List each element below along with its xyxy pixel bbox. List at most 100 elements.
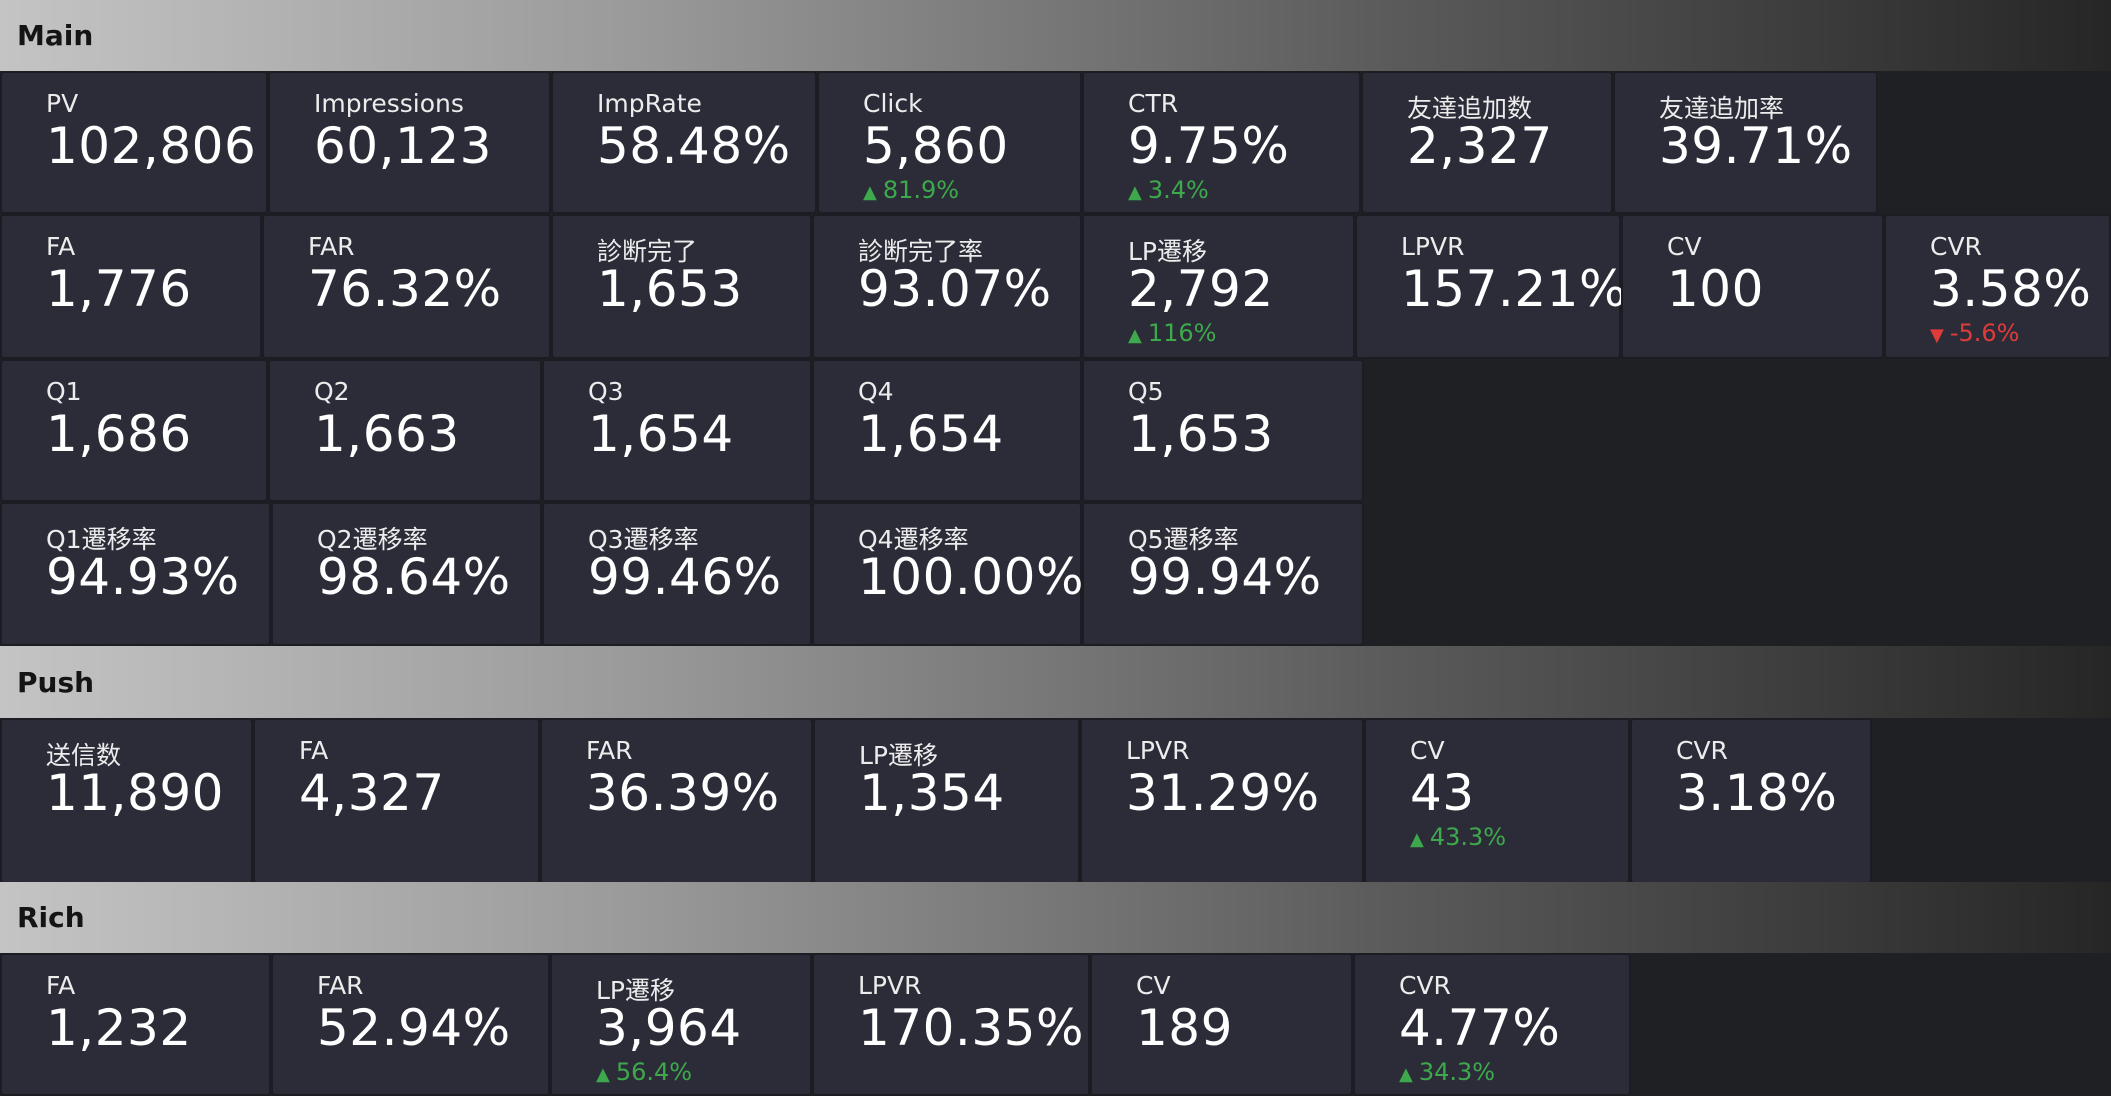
- metric-tile: 診断完了 1,653: [551, 214, 812, 359]
- metric-tile: CTR 9.75% ▲ 3.4%: [1082, 71, 1361, 214]
- metric-label: FAR: [317, 971, 364, 1000]
- metric-value: 1,232: [46, 999, 192, 1057]
- metric-tile: 友達追加数 2,327: [1361, 71, 1613, 214]
- metric-value: 189: [1136, 999, 1233, 1057]
- metric-label: Q3: [588, 377, 624, 406]
- metric-tile: FAR 36.39%: [540, 718, 813, 884]
- metric-tile: LPVR 170.35%: [812, 953, 1090, 1096]
- metric-label: Q1: [46, 377, 82, 406]
- metric-value: 39.71%: [1659, 117, 1853, 175]
- metric-value: 1,653: [1128, 405, 1274, 463]
- metric-value: 1,354: [859, 764, 1005, 822]
- metric-delta-value: 116%: [1147, 319, 1217, 347]
- metric-tile: FAR 52.94%: [271, 953, 550, 1096]
- metric-value: 99.46%: [588, 548, 782, 606]
- metric-value: 76.32%: [308, 260, 502, 318]
- arrow-up-icon: ▲: [1128, 182, 1142, 203]
- metric-value: 170.35%: [858, 999, 1084, 1057]
- metric-value: 4,327: [299, 764, 445, 822]
- metric-tile: Q1遷移率 94.93%: [0, 502, 271, 646]
- metric-tile: FAR 76.32%: [262, 214, 551, 359]
- metric-label: Impressions: [314, 89, 464, 118]
- metric-tile: Q4遷移率 100.00%: [812, 502, 1084, 646]
- metric-tile: 友達追加率 39.71%: [1613, 71, 1878, 214]
- metric-label: CVR: [1399, 971, 1451, 1000]
- metric-delta: ▲ 43.3%: [1410, 823, 1506, 851]
- metric-value: 157.21%: [1401, 260, 1627, 318]
- metric-tile: CV 43 ▲ 43.3%: [1364, 718, 1630, 884]
- metric-value: 58.48%: [597, 117, 791, 175]
- metric-tile: Q5遷移率 99.94%: [1082, 502, 1364, 646]
- metric-tile: CV 189: [1090, 953, 1353, 1096]
- metric-delta-value: -5.6%: [1949, 319, 2020, 347]
- arrow-up-icon: ▲: [1399, 1064, 1413, 1085]
- metric-tile: FA 1,232: [0, 953, 271, 1096]
- metric-label: LPVR: [1401, 232, 1465, 261]
- metric-label: Click: [863, 89, 923, 118]
- metric-tile: LPVR 31.29%: [1080, 718, 1364, 884]
- metric-delta-value: 56.4%: [615, 1058, 693, 1086]
- metric-value: 93.07%: [858, 260, 1052, 318]
- metric-value: 1,654: [858, 405, 1004, 463]
- metric-tile: Click 5,860 ▲ 81.9%: [817, 71, 1082, 214]
- metric-label: Q2: [314, 377, 350, 406]
- metric-value: 98.64%: [317, 548, 511, 606]
- metric-delta: ▲ 34.3%: [1399, 1058, 1495, 1086]
- metric-tile: CVR 3.58% ▼ -5.6%: [1884, 214, 2111, 359]
- metric-tile: ImpRate 58.48%: [551, 71, 817, 214]
- metric-value: 3,964: [596, 999, 742, 1057]
- arrow-up-icon: ▲: [596, 1064, 610, 1085]
- metric-label: Q3遷移率: [588, 525, 699, 554]
- metric-delta: ▼ -5.6%: [1930, 319, 2019, 347]
- metric-label: CV: [1136, 971, 1171, 1000]
- metric-label: FA: [46, 971, 76, 1000]
- metric-tile: LP遷移 2,792 ▲ 116%: [1082, 214, 1355, 359]
- metric-value: 3.58%: [1930, 260, 2092, 318]
- metric-label: Q2遷移率: [317, 525, 428, 554]
- metric-label: LP遷移: [859, 741, 939, 770]
- metric-tile: Impressions 60,123: [268, 71, 551, 214]
- metric-label: ImpRate: [597, 89, 702, 118]
- metric-value: 100.00%: [858, 548, 1084, 606]
- metric-tile: Q2 1,663: [268, 359, 542, 502]
- section-header-rich: Rich: [0, 882, 2111, 953]
- metric-delta: ▲ 3.4%: [1128, 176, 1209, 204]
- metric-label: LP遷移: [1128, 237, 1208, 266]
- arrow-up-icon: ▲: [1128, 325, 1142, 346]
- arrow-up-icon: ▲: [863, 182, 877, 203]
- metric-tile: Q1 1,686: [0, 359, 268, 502]
- metric-tile: Q3遷移率 99.46%: [542, 502, 812, 646]
- metric-tile: FA 4,327: [253, 718, 540, 884]
- metric-value: 100: [1667, 260, 1764, 318]
- metric-label: Q5遷移率: [1128, 525, 1239, 554]
- metric-label: LPVR: [1126, 736, 1190, 765]
- metric-label: Q4遷移率: [858, 525, 969, 554]
- metric-label: PV: [46, 89, 79, 118]
- metric-label: LPVR: [858, 971, 922, 1000]
- arrow-up-icon: ▲: [1410, 829, 1424, 850]
- metric-value: 36.39%: [586, 764, 780, 822]
- section-header-push: Push: [0, 646, 2111, 718]
- metric-value: 1,654: [588, 405, 734, 463]
- metric-value: 1,776: [46, 260, 192, 318]
- metric-tile: Q2遷移率 98.64%: [271, 502, 542, 646]
- metric-tile: CVR 4.77% ▲ 34.3%: [1353, 953, 1631, 1096]
- metric-value: 43: [1410, 764, 1475, 822]
- metric-delta-value: 43.3%: [1429, 823, 1507, 851]
- metric-value: 2,792: [1128, 260, 1274, 318]
- metric-value: 3.18%: [1676, 764, 1838, 822]
- metric-tile: LPVR 157.21%: [1355, 214, 1626, 359]
- metric-label: Q1遷移率: [46, 525, 157, 554]
- metric-tile: FA 1,776: [0, 214, 262, 359]
- metric-delta-value: 34.3%: [1418, 1058, 1496, 1086]
- metric-label: 友達追加率: [1659, 94, 1785, 123]
- metric-label: CV: [1667, 232, 1702, 261]
- metric-delta-value: 81.9%: [882, 176, 960, 204]
- metric-label: FA: [46, 232, 76, 261]
- metric-tile: Q3 1,654: [542, 359, 812, 502]
- metric-value: 31.29%: [1126, 764, 1320, 822]
- metric-tile: CVR 3.18%: [1630, 718, 1872, 884]
- metric-delta-value: 3.4%: [1147, 176, 1209, 204]
- metric-label: Q4: [858, 377, 894, 406]
- section-header-main: Main: [0, 0, 2111, 71]
